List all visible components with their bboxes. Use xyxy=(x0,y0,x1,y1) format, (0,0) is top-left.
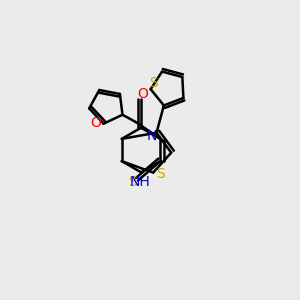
Text: S: S xyxy=(149,76,158,90)
Text: NH: NH xyxy=(129,175,150,189)
Text: O: O xyxy=(137,87,148,101)
Text: S: S xyxy=(128,175,137,189)
Text: N: N xyxy=(147,130,157,143)
Text: S: S xyxy=(156,167,165,181)
Text: O: O xyxy=(90,116,101,130)
